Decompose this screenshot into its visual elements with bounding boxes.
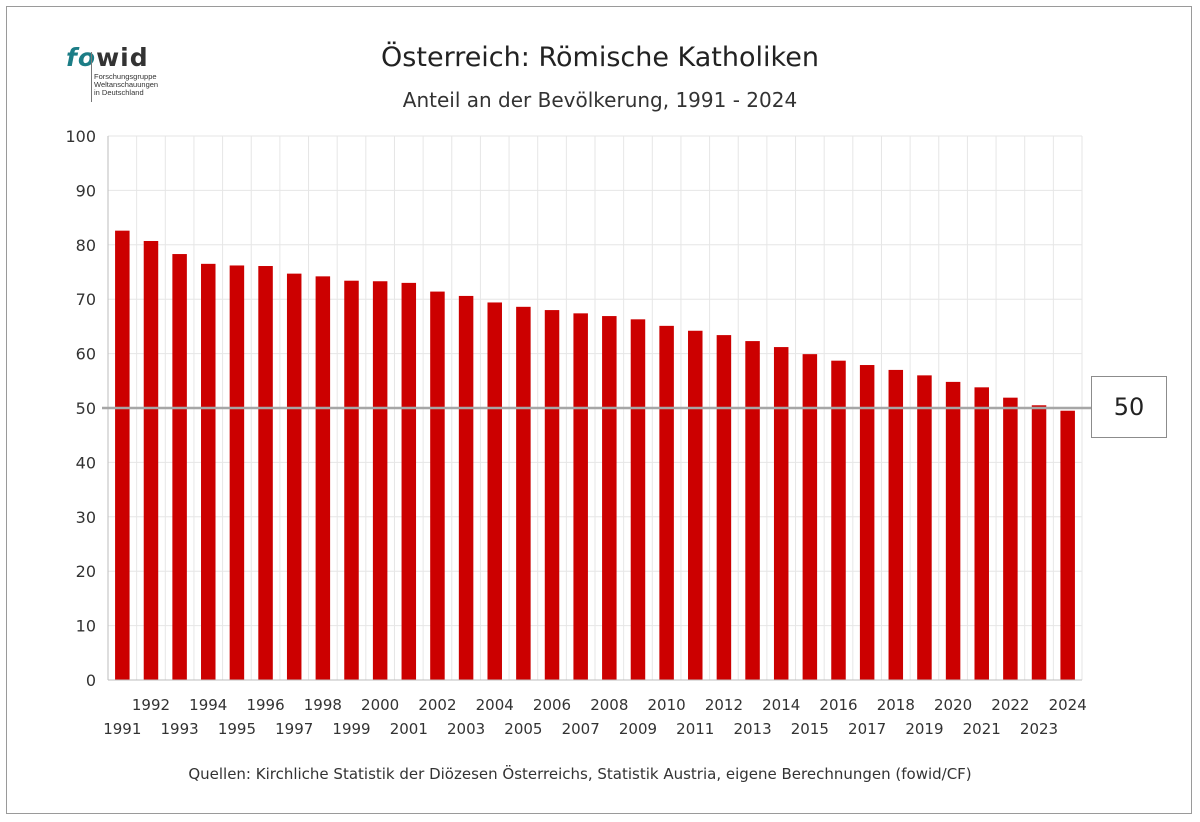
- y-tick-label: 20: [76, 562, 96, 581]
- x-tick-label: 2020: [934, 696, 972, 714]
- x-tick-label: 2019: [905, 720, 943, 738]
- bar-2016: [831, 360, 846, 680]
- bar-2013: [745, 341, 760, 680]
- x-tick-label: 2010: [648, 696, 686, 714]
- source-note: Quellen: Kirchliche Statistik der Diözes…: [188, 765, 972, 783]
- x-tick-label: 1994: [189, 696, 227, 714]
- y-tick-label: 100: [65, 127, 96, 146]
- x-tick-label: 1991: [103, 720, 141, 738]
- bar-1999: [344, 280, 359, 680]
- bar-2020: [945, 381, 961, 680]
- x-tick-label: 2001: [390, 720, 428, 738]
- x-tick-label: 2002: [418, 696, 456, 714]
- bar-2014: [773, 347, 789, 680]
- x-tick-label: 1996: [246, 696, 284, 714]
- bar-1992: [143, 240, 159, 680]
- x-tick-label: 2024: [1049, 696, 1087, 714]
- x-tick-label: 2008: [590, 696, 628, 714]
- chart-title: Österreich: Römische Katholiken: [381, 42, 819, 73]
- x-tick-label: 2005: [504, 720, 542, 738]
- x-tick-label: 2014: [762, 696, 800, 714]
- bar-2024: [1060, 410, 1075, 680]
- bar-2007: [573, 313, 588, 680]
- y-tick-label: 60: [76, 345, 96, 364]
- bars: [115, 230, 1075, 680]
- chart-subtitle: Anteil an der Bevölkerung, 1991 - 2024: [402, 88, 798, 112]
- bar-2001: [401, 282, 417, 680]
- y-tick-label: 10: [76, 617, 96, 636]
- bar-2006: [544, 310, 560, 680]
- bar-2011: [688, 330, 703, 680]
- bar-1993: [172, 254, 187, 680]
- bar-1991: [115, 230, 130, 680]
- y-tick-label: 0: [86, 671, 96, 690]
- bar-2004: [487, 302, 502, 680]
- x-tick-label: 2013: [733, 720, 771, 738]
- x-tick-labels: 1991 1992 1993 1994 1995 1996 1997 1998 1999 2000…: [103, 696, 1087, 738]
- x-tick-label: 2011: [676, 720, 714, 738]
- x-tick-label: 2006: [533, 696, 571, 714]
- logo-wordmark: fowid: [66, 44, 149, 72]
- x-tick-label: 2007: [562, 720, 600, 738]
- bar-1997: [286, 273, 302, 680]
- logo-divider: [91, 52, 92, 102]
- x-tick-label: 2018: [877, 696, 915, 714]
- x-tick-label: 2017: [848, 720, 886, 738]
- bar-2009: [630, 319, 646, 680]
- x-tick-label: 2016: [819, 696, 857, 714]
- x-tick-label: 2003: [447, 720, 485, 738]
- x-tick-label: 2004: [476, 696, 514, 714]
- y-tick-label: 70: [76, 290, 96, 309]
- bar-2010: [659, 325, 674, 680]
- x-tick-label: 2000: [361, 696, 399, 714]
- bar-2003: [458, 295, 474, 680]
- bar-2005: [516, 306, 531, 680]
- x-tick-label: 2015: [791, 720, 829, 738]
- x-tick-label: 1995: [218, 720, 256, 738]
- logo-subtitle: Forschungsgruppe Weltanschauungen in Deu…: [94, 73, 174, 97]
- bar-2000: [372, 281, 388, 680]
- x-tick-label: 1993: [161, 720, 199, 738]
- bar-2018: [888, 369, 904, 680]
- x-tick-label: 2023: [1020, 720, 1058, 738]
- logo-subtitle-line: in Deutschland: [94, 88, 144, 97]
- bar-2017: [859, 365, 875, 680]
- logo-wid: wid: [96, 43, 149, 72]
- bar-2002: [430, 291, 445, 680]
- x-tick-label: 1992: [132, 696, 170, 714]
- x-tick-label: 2012: [705, 696, 743, 714]
- x-tick-label: 2022: [991, 696, 1029, 714]
- bar-1996: [258, 266, 273, 680]
- bar-2012: [716, 335, 732, 680]
- y-tick-label: 40: [76, 453, 96, 472]
- bar-2021: [974, 387, 989, 680]
- y-tick-label: 50: [76, 399, 96, 418]
- logo-fo: fo: [66, 43, 97, 72]
- bar-2015: [802, 354, 818, 680]
- x-tick-label: 1997: [275, 720, 313, 738]
- y-tick-label: 30: [76, 508, 96, 527]
- x-tick-label: 2009: [619, 720, 657, 738]
- bar-2022: [1003, 397, 1018, 680]
- bar-1998: [315, 276, 331, 680]
- bar-2019: [917, 375, 932, 680]
- reference-value-box: 50: [1091, 376, 1167, 438]
- bar-2008: [602, 316, 617, 680]
- bar-1995: [229, 265, 245, 680]
- x-tick-label: 1998: [304, 696, 342, 714]
- bar-1994: [201, 263, 216, 680]
- bar-2023: [1031, 405, 1047, 680]
- y-tick-label: 90: [76, 181, 96, 200]
- y-tick-labels: 0 10 20 30 40 50 60 70 80 90 100: [65, 127, 96, 690]
- fowid-logo: fowid Forschungsgruppe Weltanschauungen …: [66, 44, 176, 104]
- logo-subtitle-line: Weltanschauungen: [94, 80, 159, 89]
- x-tick-label: 2021: [963, 720, 1001, 738]
- x-tick-label: 1999: [332, 720, 370, 738]
- logo-subtitle-line: Forschungsgruppe: [94, 72, 157, 81]
- y-tick-label: 80: [76, 236, 96, 255]
